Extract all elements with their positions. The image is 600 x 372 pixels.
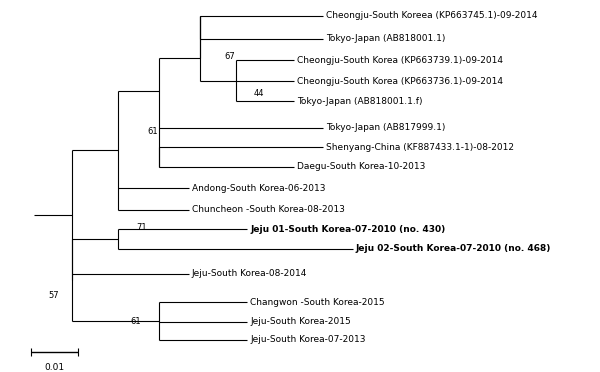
Text: Jeju 02-South Korea-07-2010 (no. 468): Jeju 02-South Korea-07-2010 (no. 468) [356, 244, 551, 253]
Text: Cheongju-South Koreea (KP663745.1)-09-2014: Cheongju-South Koreea (KP663745.1)-09-20… [326, 11, 538, 20]
Text: Daegu-South Korea-10-2013: Daegu-South Korea-10-2013 [297, 163, 425, 171]
Text: Tokyo-Japan (AB818001.1): Tokyo-Japan (AB818001.1) [326, 34, 446, 43]
Text: 67: 67 [224, 52, 235, 61]
Text: 44: 44 [253, 89, 263, 99]
Text: Jeju 01-South Korea-07-2010 (no. 430): Jeju 01-South Korea-07-2010 (no. 430) [250, 225, 445, 234]
Text: Cheongju-South Korea (KP663736.1)-09-2014: Cheongju-South Korea (KP663736.1)-09-201… [297, 77, 503, 86]
Text: 57: 57 [48, 291, 59, 299]
Text: Jeju-South Korea-08-2014: Jeju-South Korea-08-2014 [191, 269, 307, 278]
Text: 71: 71 [136, 223, 146, 232]
Text: 61: 61 [130, 317, 141, 326]
Text: 0.01: 0.01 [44, 363, 64, 372]
Text: Andong-South Korea-06-2013: Andong-South Korea-06-2013 [191, 184, 325, 193]
Text: Cheongju-South Korea (KP663739.1)-09-2014: Cheongju-South Korea (KP663739.1)-09-201… [297, 56, 503, 65]
Text: Jeju-South Korea-2015: Jeju-South Korea-2015 [250, 317, 351, 326]
Text: Changwon -South Korea-2015: Changwon -South Korea-2015 [250, 298, 385, 307]
Text: Jeju-South Korea-07-2013: Jeju-South Korea-07-2013 [250, 335, 366, 344]
Text: Chuncheon -South Korea-08-2013: Chuncheon -South Korea-08-2013 [191, 205, 344, 214]
Text: Tokyo-Japan (AB817999.1): Tokyo-Japan (AB817999.1) [326, 123, 446, 132]
Text: Tokyo-Japan (AB818001.1.f): Tokyo-Japan (AB818001.1.f) [297, 97, 422, 106]
Text: Shenyang-China (KF887433.1-1)-08-2012: Shenyang-China (KF887433.1-1)-08-2012 [326, 143, 514, 152]
Text: 61: 61 [148, 127, 158, 136]
